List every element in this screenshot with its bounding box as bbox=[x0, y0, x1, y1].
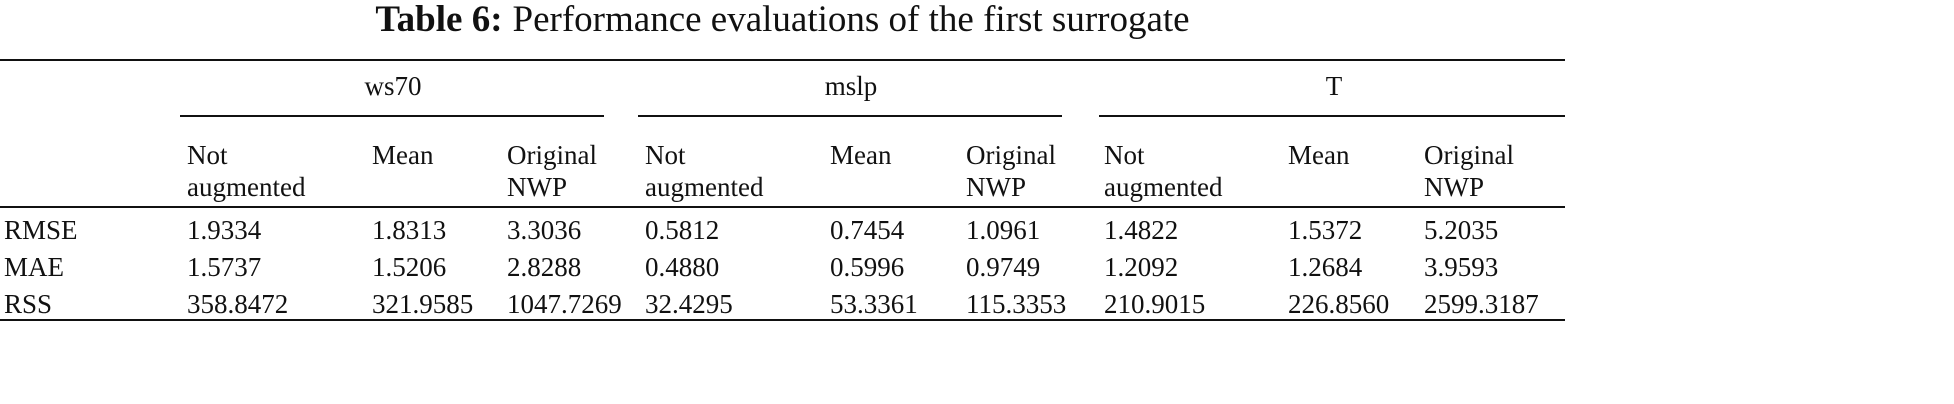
group-header: ws70 bbox=[364, 71, 422, 101]
cell: 115.3353 bbox=[966, 289, 1067, 319]
cell: 321.9585 bbox=[372, 289, 474, 319]
cell: 226.8560 bbox=[1288, 289, 1390, 319]
cell: 1.8313 bbox=[372, 215, 447, 245]
cell: 0.5812 bbox=[645, 215, 720, 245]
cell: 0.9749 bbox=[966, 252, 1041, 282]
cell: 1.4822 bbox=[1104, 215, 1179, 245]
column-header: Original NWP bbox=[1424, 140, 1514, 202]
cell: 1.0961 bbox=[966, 215, 1041, 245]
cell: 1047.7269 bbox=[507, 289, 622, 319]
cell: 358.8472 bbox=[187, 289, 289, 319]
cell: 32.4295 bbox=[645, 289, 733, 319]
cell: 0.5996 bbox=[830, 252, 905, 282]
column-header: Original NWP bbox=[966, 140, 1056, 202]
top-rule bbox=[0, 59, 1565, 61]
header-rule bbox=[0, 206, 1565, 208]
column-header: Mean bbox=[830, 140, 892, 170]
cell: 2599.3187 bbox=[1424, 289, 1539, 319]
column-header: Not augmented bbox=[645, 140, 764, 202]
cell: 0.4880 bbox=[645, 252, 720, 282]
column-header: Original NWP bbox=[507, 140, 597, 202]
table-title: Table 6: Performance evaluations of the f… bbox=[0, 0, 1565, 40]
table-caption: Performance evaluations of the first sur… bbox=[512, 0, 1190, 40]
row-label: MAE bbox=[4, 252, 64, 282]
column-header: Mean bbox=[1288, 140, 1350, 170]
group-rule bbox=[180, 115, 604, 117]
group-rule bbox=[1099, 115, 1565, 117]
row-label: RMSE bbox=[4, 215, 78, 245]
cell: 0.7454 bbox=[830, 215, 905, 245]
group-rule bbox=[638, 115, 1062, 117]
cell: 210.9015 bbox=[1104, 289, 1206, 319]
cell: 1.5206 bbox=[372, 252, 447, 282]
group-header: mslp bbox=[824, 71, 878, 101]
cell: 3.9593 bbox=[1424, 252, 1499, 282]
cell: 2.8288 bbox=[507, 252, 582, 282]
cell: 5.2035 bbox=[1424, 215, 1499, 245]
column-header: Mean bbox=[372, 140, 434, 170]
group-header: T bbox=[1325, 71, 1343, 101]
bottom-rule bbox=[0, 319, 1565, 321]
cell: 1.9334 bbox=[187, 215, 262, 245]
table-label: Table 6: bbox=[375, 0, 503, 40]
cell: 1.5372 bbox=[1288, 215, 1363, 245]
cell: 53.3361 bbox=[830, 289, 918, 319]
column-header: Not augmented bbox=[1104, 140, 1223, 202]
column-header: Not augmented bbox=[187, 140, 306, 202]
cell: 3.3036 bbox=[507, 215, 582, 245]
cell: 1.2092 bbox=[1104, 252, 1179, 282]
row-label: RSS bbox=[4, 289, 53, 319]
cell: 1.2684 bbox=[1288, 252, 1363, 282]
cell: 1.5737 bbox=[187, 252, 262, 282]
